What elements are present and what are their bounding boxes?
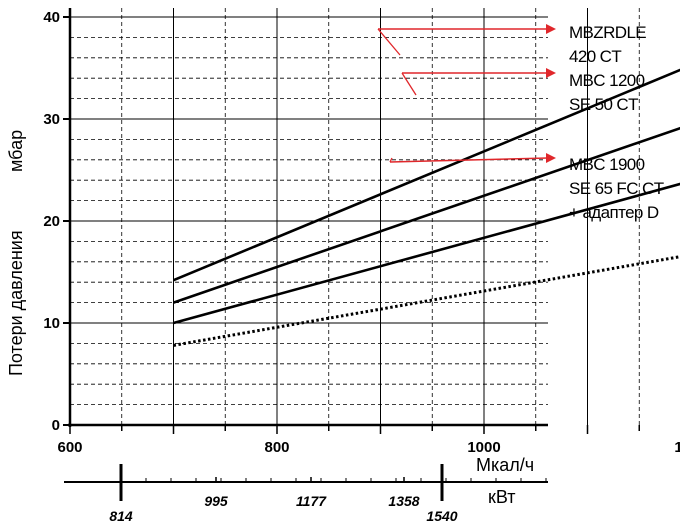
y-tick-label: 10	[43, 315, 60, 332]
x2-tick-label: 814	[109, 508, 133, 524]
legend-label-2: SE 50 CT	[569, 95, 638, 114]
y-tick-label: 0	[52, 417, 60, 434]
y-tick-label: 40	[43, 9, 60, 26]
grid	[70, 8, 640, 425]
series-line-2	[173, 126, 680, 304]
x2-tick-label: 1177	[296, 493, 327, 509]
legend: MBZRDLE 420 CT MBC 1200 SE 50 CT MBC 1900 SE …	[377, 23, 664, 222]
legend-arrow-3	[389, 157, 549, 163]
legend-pointer-2	[401, 72, 417, 96]
y-unit-label: мбар	[6, 130, 26, 172]
legend-label-3: + адаптер D	[569, 203, 659, 222]
legend-label-1: MBZRDLE	[569, 23, 646, 42]
legend-pointer-1	[377, 28, 401, 56]
legend-pointer-3	[389, 157, 393, 163]
series-line-1	[173, 68, 680, 282]
y-tick-label: 30	[43, 111, 60, 128]
x-tick-label: 1000	[467, 439, 500, 456]
legend-label-3: SE 65 FC CT	[569, 179, 664, 198]
legend-arrowhead-3	[546, 153, 556, 163]
x2-tick-label: 1540	[426, 508, 457, 524]
x-tick-label: 800	[264, 439, 289, 456]
series-line-4	[173, 255, 680, 347]
legend-label-3: MBC 1900	[569, 155, 645, 174]
legend-label-1: 420 CT	[569, 47, 621, 66]
legend-label-2: MBC 1200	[569, 71, 645, 90]
x2-unit-label: кВт	[488, 487, 516, 507]
x-tick-label: 600	[57, 439, 82, 456]
x2-tick-label: 995	[204, 493, 228, 509]
x-unit-label: Мкал/ч	[476, 455, 534, 475]
y-tick-label: 20	[43, 213, 60, 230]
labels: Мкал/ч кВт Потери давления мбар	[6, 130, 534, 507]
x-tick-label: 1200	[674, 439, 680, 456]
y-axis-label: Потери давления	[6, 230, 26, 376]
series-line-3	[173, 182, 680, 325]
series	[173, 68, 680, 347]
legend-arrowhead-2	[546, 68, 556, 78]
axes: 0102030406008001000120014008149951177135…	[43, 8, 680, 524]
x2-tick-label: 1358	[388, 493, 419, 509]
legend-arrowhead-1	[546, 24, 556, 34]
